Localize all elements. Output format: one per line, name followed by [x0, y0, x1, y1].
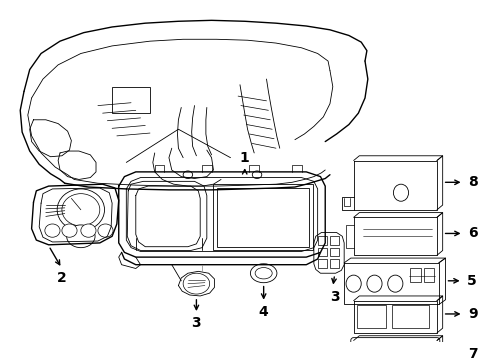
Ellipse shape: [98, 224, 113, 237]
Ellipse shape: [388, 275, 403, 292]
Ellipse shape: [81, 224, 96, 237]
Text: 5: 5: [467, 274, 477, 288]
Text: 7: 7: [468, 347, 478, 360]
Ellipse shape: [250, 264, 277, 283]
Ellipse shape: [62, 224, 77, 237]
Ellipse shape: [67, 225, 95, 248]
Text: 1: 1: [240, 151, 249, 165]
Bar: [424, 269, 434, 282]
Ellipse shape: [252, 171, 262, 179]
Ellipse shape: [255, 267, 272, 279]
Text: 9: 9: [468, 307, 478, 321]
Bar: [392, 305, 429, 328]
Ellipse shape: [183, 273, 210, 294]
Bar: [318, 236, 327, 245]
Text: 8: 8: [468, 175, 478, 189]
Ellipse shape: [367, 275, 382, 292]
Ellipse shape: [183, 171, 193, 179]
Text: 4: 4: [259, 305, 269, 319]
Text: 6: 6: [468, 226, 478, 240]
Ellipse shape: [45, 224, 60, 237]
Ellipse shape: [62, 194, 100, 226]
Bar: [217, 188, 309, 247]
Bar: [330, 248, 340, 256]
Bar: [357, 305, 386, 328]
Bar: [318, 259, 327, 267]
Bar: [330, 236, 340, 245]
Text: 3: 3: [330, 290, 340, 304]
Bar: [411, 269, 421, 282]
Ellipse shape: [57, 189, 104, 231]
Ellipse shape: [346, 275, 361, 292]
Text: 2: 2: [57, 271, 67, 285]
Bar: [214, 184, 313, 251]
Bar: [112, 87, 150, 113]
Bar: [330, 259, 340, 267]
Text: 3: 3: [192, 316, 201, 330]
Ellipse shape: [393, 184, 409, 201]
Bar: [318, 248, 327, 256]
FancyBboxPatch shape: [351, 338, 440, 360]
